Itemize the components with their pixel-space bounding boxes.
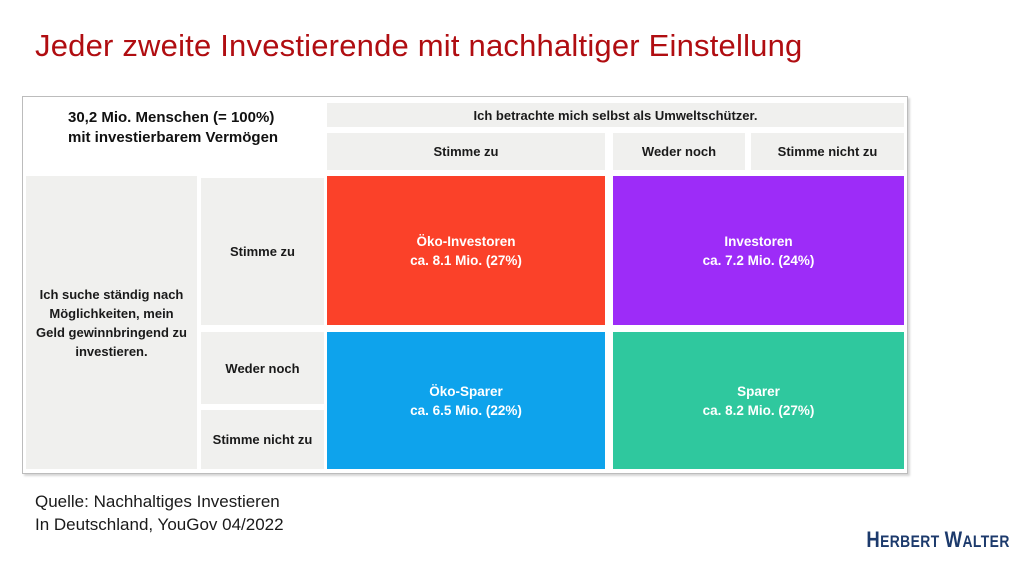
source-line1: Quelle: Nachhaltiges Investieren (35, 492, 280, 511)
page-title: Jeder zweite Investierende mit nachhalti… (35, 28, 803, 63)
herbert-walter-logo: HERBERT WALTER (867, 527, 1010, 553)
column-header-weder-noch: Weder noch (613, 133, 745, 170)
segment-value: ca. 8.2 Mio. (27%) (702, 402, 815, 418)
segment-oeko-sparer: Öko-Sparer ca. 6.5 Mio. (22%) (327, 332, 605, 469)
column-header-stimme-zu: Stimme zu (327, 133, 605, 170)
logo-text-alter: ALTER (962, 533, 1010, 551)
source-note: Quelle: Nachhaltiges Investieren In Deut… (35, 490, 284, 536)
column-header-stimme-nicht-zu: Stimme nicht zu (751, 133, 904, 170)
population-line1: 30,2 Mio. Menschen (= 100%) (68, 109, 275, 126)
segment-value: ca. 6.5 Mio. (22%) (410, 402, 522, 418)
logo-initial-h: H (866, 527, 881, 552)
segment-value: ca. 7.2 Mio. (24%) (702, 252, 815, 268)
source-line2: In Deutschland, YouGov 04/2022 (35, 515, 284, 534)
logo-initial-w: W (944, 527, 963, 552)
segment-value: ca. 8.1 Mio. (27%) (410, 252, 522, 268)
row-header-stimme-nicht-zu: Stimme nicht zu (201, 410, 324, 469)
column-question-header: Ich betrachte mich selbst als Umweltschü… (327, 103, 904, 127)
row-header-weder-noch: Weder noch (201, 332, 324, 404)
population-label: 30,2 Mio. Menschen (= 100%) mit investie… (68, 108, 328, 148)
segment-investoren: Investoren ca. 7.2 Mio. (24%) (613, 176, 904, 325)
row-question-label: Ich suche ständig nach Möglichkeiten, me… (26, 176, 197, 469)
segment-name: Sparer (737, 383, 780, 399)
logo-text-erbert: ERBERT (880, 533, 940, 551)
segment-name: Öko-Sparer (429, 383, 503, 399)
segment-sparer: Sparer ca. 8.2 Mio. (27%) (613, 332, 904, 469)
population-line2: mit investierbarem Vermögen (68, 129, 279, 146)
row-header-stimme-zu: Stimme zu (201, 178, 324, 325)
segmentation-matrix: 30,2 Mio. Menschen (= 100%) mit investie… (22, 96, 908, 474)
segment-oeko-investoren: Öko-Investoren ca. 8.1 Mio. (27%) (327, 176, 605, 325)
segment-name: Investoren (724, 233, 793, 249)
segment-name: Öko-Investoren (416, 233, 516, 249)
